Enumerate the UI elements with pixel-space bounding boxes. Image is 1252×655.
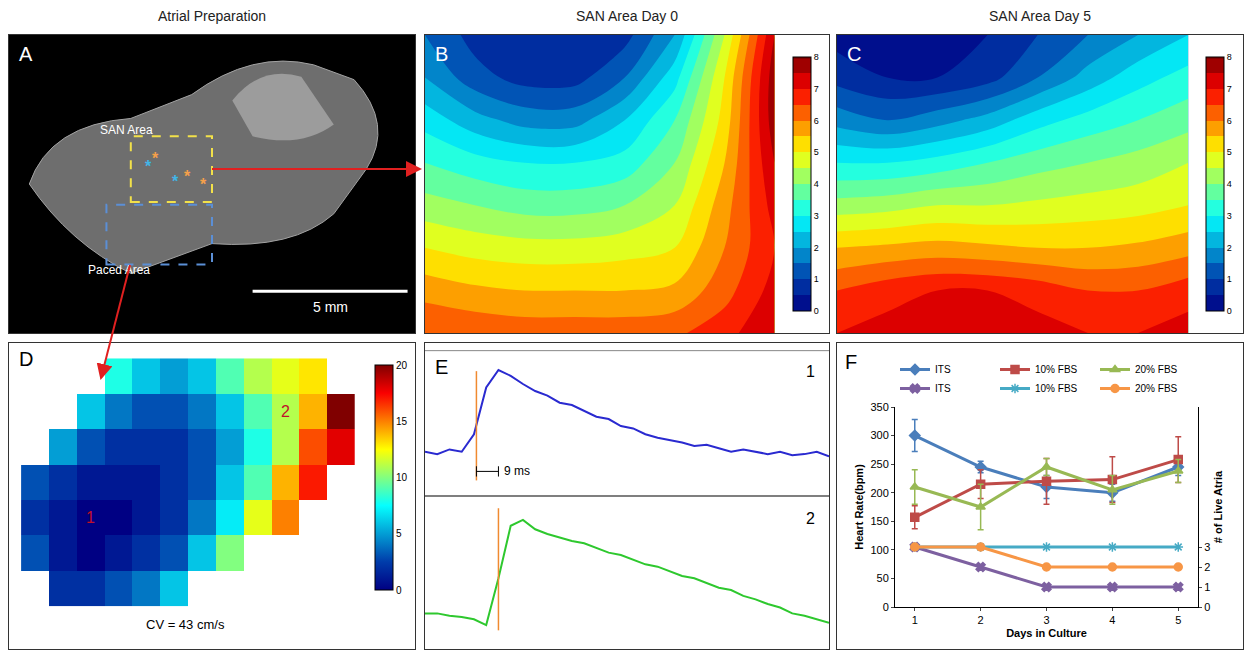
svg-text:F: F [845, 351, 857, 373]
svg-text:10% FBS: 10% FBS [1035, 364, 1078, 375]
svg-text:50: 50 [877, 572, 889, 584]
svg-text:15: 15 [396, 416, 408, 427]
svg-text:Paced Area: Paced Area [88, 263, 150, 277]
svg-text:2: 2 [1227, 243, 1232, 253]
svg-text:# of Live Atria: # of Live Atria [1212, 470, 1224, 543]
svg-text:0: 0 [1227, 306, 1232, 316]
svg-text:ITS: ITS [935, 383, 951, 394]
svg-text:200: 200 [870, 487, 888, 499]
svg-text:ITS: ITS [935, 364, 951, 375]
svg-text:*: * [184, 168, 191, 185]
svg-text:6: 6 [814, 116, 819, 126]
svg-text:20% FBS: 20% FBS [1135, 364, 1178, 375]
svg-text:20% FBS: 20% FBS [1135, 383, 1178, 394]
svg-text:2: 2 [1204, 561, 1210, 573]
svg-text:Days in Culture: Days in Culture [1006, 627, 1087, 639]
svg-text:3: 3 [814, 211, 819, 221]
svg-text:2: 2 [978, 614, 984, 626]
svg-text:1: 1 [86, 509, 95, 526]
svg-text:A: A [19, 43, 33, 65]
svg-text:5: 5 [1227, 147, 1232, 157]
svg-text:0: 0 [883, 601, 889, 613]
svg-text:8: 8 [814, 52, 819, 62]
svg-text:*: * [152, 150, 159, 167]
svg-text:*: * [172, 173, 179, 190]
svg-text:4: 4 [1109, 614, 1115, 626]
svg-text:5: 5 [1175, 614, 1181, 626]
svg-text:3: 3 [1227, 211, 1232, 221]
svg-text:D: D [19, 348, 33, 370]
svg-text:1: 1 [1227, 274, 1232, 284]
svg-text:5: 5 [814, 147, 819, 157]
svg-text:B: B [435, 43, 448, 65]
svg-text:0: 0 [814, 306, 819, 316]
svg-text:*: * [200, 176, 207, 193]
svg-text:5 mm: 5 mm [313, 299, 348, 315]
html-text:SAN Area Day 5: SAN Area Day 5 [989, 8, 1091, 24]
svg-text:*: * [145, 158, 152, 175]
svg-text:350: 350 [870, 401, 888, 413]
svg-text:4: 4 [814, 179, 819, 189]
svg-text:10% FBS: 10% FBS [1035, 383, 1078, 394]
svg-text:10: 10 [396, 472, 408, 483]
svg-text:7: 7 [1227, 84, 1232, 94]
svg-text:4: 4 [1227, 179, 1232, 189]
svg-text:E: E [435, 356, 448, 378]
svg-text:6: 6 [1227, 116, 1232, 126]
svg-text:1: 1 [814, 274, 819, 284]
svg-text:7: 7 [814, 84, 819, 94]
svg-text:1: 1 [912, 614, 918, 626]
svg-text:0: 0 [1204, 601, 1210, 613]
svg-text:2: 2 [806, 510, 815, 527]
svg-text:5: 5 [396, 528, 402, 539]
html-text:SAN Area Day 0: SAN Area Day 0 [576, 8, 678, 24]
svg-text:3: 3 [1204, 541, 1210, 553]
svg-text:3: 3 [1043, 614, 1049, 626]
svg-text:300: 300 [870, 429, 888, 441]
svg-text:SAN Area: SAN Area [100, 123, 153, 137]
html-text:Atrial Preparation: Atrial Preparation [157, 8, 267, 24]
svg-text:150: 150 [870, 515, 888, 527]
svg-text:0: 0 [396, 585, 402, 596]
svg-text:8: 8 [1227, 52, 1232, 62]
svg-text:2: 2 [281, 403, 290, 420]
svg-text:100: 100 [870, 544, 888, 556]
svg-text:9 ms: 9 ms [504, 464, 530, 478]
svg-text:1: 1 [1204, 581, 1210, 593]
svg-text:250: 250 [870, 458, 888, 470]
svg-text:CV = 43 cm/s: CV = 43 cm/s [146, 617, 225, 632]
svg-text:Heart Rate(bpm): Heart Rate(bpm) [853, 464, 865, 550]
svg-text:1: 1 [806, 363, 815, 380]
svg-text:C: C [847, 43, 861, 65]
svg-text:20: 20 [396, 360, 408, 371]
svg-text:2: 2 [814, 243, 819, 253]
